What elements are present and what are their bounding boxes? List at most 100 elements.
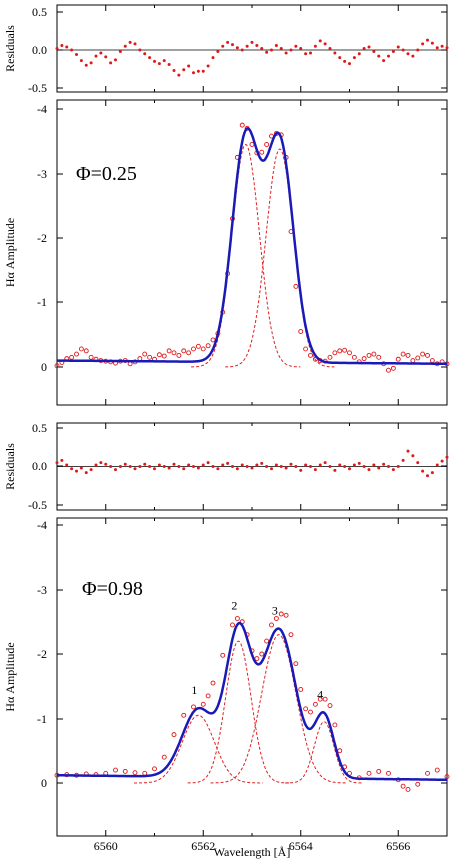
residual-point — [235, 46, 239, 50]
residual-point — [89, 468, 93, 472]
residual-point — [294, 44, 298, 48]
observed-point — [176, 352, 182, 358]
residual-point — [231, 465, 234, 468]
observed-point — [259, 651, 265, 657]
observed-point — [273, 616, 279, 621]
residual-point — [265, 465, 269, 468]
residual-point — [75, 53, 78, 57]
residual-point — [377, 466, 381, 470]
observed-point — [171, 350, 177, 356]
top-profile-ytick-4: 0 — [41, 360, 47, 374]
residual-point — [352, 463, 356, 467]
residual-point — [367, 468, 371, 472]
residual-point — [216, 50, 220, 54]
residual-point — [391, 50, 395, 54]
bottom-profile-xtick-1: 6562 — [191, 839, 215, 853]
observed-point — [376, 354, 382, 360]
observed-point — [347, 350, 352, 356]
residual-point — [94, 54, 98, 58]
observed-point — [132, 770, 138, 776]
residual-point — [309, 51, 312, 55]
residual-point — [172, 462, 176, 466]
bottom-profile-ylabel: Hα Amplitude — [3, 642, 17, 711]
bottom-profile-ytick-1: -3 — [37, 583, 47, 597]
residual-point — [70, 48, 74, 52]
residual-point — [79, 466, 83, 470]
observed-point — [78, 346, 84, 352]
observed-point — [390, 365, 396, 371]
residual-point — [226, 461, 230, 465]
residual-point — [294, 465, 298, 468]
bottom-profile-ytick-2: -2 — [37, 647, 47, 661]
residual-point — [245, 465, 249, 468]
residual-point — [367, 45, 371, 49]
residual-point — [348, 467, 351, 471]
residual-point — [304, 463, 308, 467]
observed-point — [337, 348, 343, 354]
residual-point — [123, 44, 127, 48]
total-fit-line — [56, 127, 447, 366]
observed-point — [308, 709, 313, 715]
residual-point — [255, 463, 259, 467]
residual-point — [299, 46, 303, 50]
observed-point — [376, 768, 382, 774]
residual-point — [206, 64, 210, 68]
residual-point — [299, 468, 303, 472]
residual-point — [123, 462, 127, 466]
residual-point — [187, 463, 191, 467]
residual-point — [75, 469, 78, 473]
residual-point — [104, 55, 108, 59]
residual-point — [133, 467, 137, 471]
residual-point — [114, 58, 117, 62]
residual-point — [284, 466, 288, 470]
observed-point — [161, 754, 167, 760]
observed-point — [69, 354, 75, 360]
observed-point — [230, 622, 235, 628]
residual-point — [430, 471, 434, 475]
residual-point — [104, 462, 108, 466]
bottom-residuals-points — [55, 423, 449, 510]
residual-point — [172, 69, 176, 73]
residual-point — [430, 41, 434, 45]
observed-point — [415, 355, 421, 361]
residual-point — [231, 43, 234, 47]
residual-point — [177, 73, 181, 77]
residual-point — [138, 465, 142, 468]
residual-point — [182, 68, 186, 72]
observed-point — [298, 687, 304, 692]
observed-point — [74, 351, 79, 357]
residual-point — [109, 465, 113, 468]
residual-point — [357, 52, 361, 56]
bottom-residuals-panel: Residuals 0.5 0.0 -0.5 — [3, 421, 449, 512]
bottom-profile-xtick-0: 6560 — [94, 839, 118, 853]
residual-point — [94, 463, 98, 467]
residual-point — [240, 48, 244, 52]
observed-point — [191, 704, 196, 710]
observed-point — [386, 367, 391, 373]
residual-point — [55, 461, 59, 465]
residual-point — [167, 466, 171, 470]
residual-point — [352, 56, 356, 60]
observed-point — [259, 149, 265, 155]
observed-point — [152, 766, 157, 772]
residual-point — [196, 69, 200, 73]
top-residuals-ytick-0: 0.5 — [32, 5, 47, 19]
residual-point — [304, 52, 308, 56]
bottom-profile-panel: Hα Amplitude Wavelength [Å] -4 -3 -2 -1 … — [3, 517, 450, 859]
observed-point — [210, 680, 216, 686]
residual-point — [284, 51, 288, 55]
residual-point — [99, 461, 103, 465]
observed-point — [200, 346, 206, 352]
observed-point — [434, 767, 440, 773]
residual-point — [323, 42, 327, 46]
residual-point — [445, 46, 449, 50]
residual-point — [406, 449, 410, 453]
observed-point — [400, 783, 406, 789]
residual-point — [260, 461, 264, 465]
observed-point — [425, 770, 430, 776]
residual-point — [60, 458, 64, 462]
residual-point — [128, 40, 132, 44]
residual-point — [182, 467, 186, 471]
residual-point — [206, 461, 210, 465]
residual-point — [362, 46, 366, 50]
